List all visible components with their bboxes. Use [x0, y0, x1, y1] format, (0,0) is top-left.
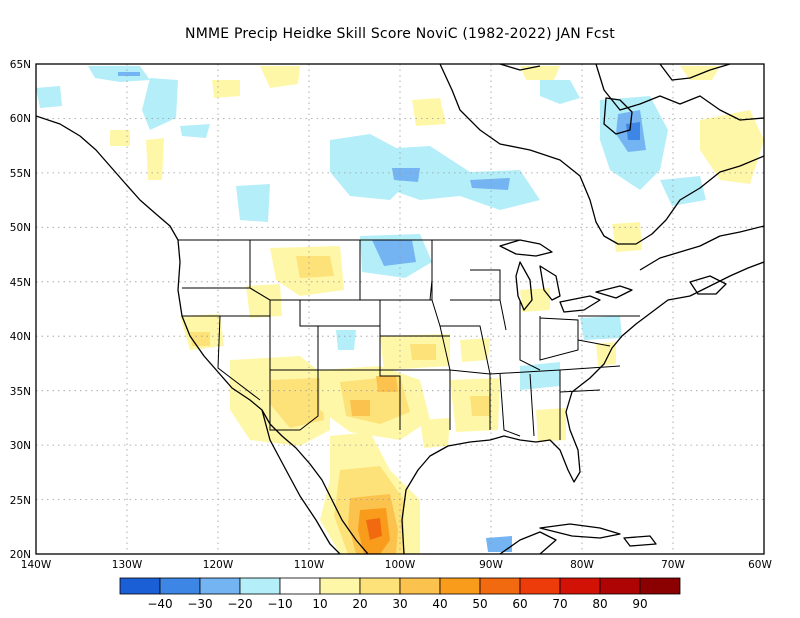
lon-labels: 140W 130W 120W 110W 100W 90W 80W 70W 60W [21, 559, 773, 571]
colorbar-swatch [439, 577, 481, 595]
colorbar-swatch [119, 577, 161, 595]
lon-label: 80W [570, 559, 594, 571]
lon-label: 110W [294, 559, 325, 571]
coastlines [36, 64, 764, 554]
state-borders [178, 239, 640, 440]
colorbar-swatch [479, 577, 521, 595]
lon-label: 70W [661, 559, 685, 571]
colorbar-swatch [319, 577, 361, 595]
colorbar-swatch [519, 577, 561, 595]
map-frame [35, 63, 765, 555]
lat-label: 30N [10, 440, 31, 452]
colorbar-label: 70 [552, 597, 567, 611]
colorbar-label: −20 [227, 597, 252, 611]
colorbar-label: 90 [632, 597, 647, 611]
colorbar-swatch [559, 577, 601, 595]
colorbar-swatch [239, 577, 281, 595]
lat-label: 40N [10, 331, 31, 343]
colorbar-label: 80 [592, 597, 607, 611]
lat-label: 65N [10, 59, 31, 71]
colorbar-swatch [199, 577, 241, 595]
lon-label: 60W [748, 559, 772, 571]
colorbar-swatch [639, 577, 681, 595]
colorbar-label: 10 [312, 597, 327, 611]
lon-label: 130W [112, 559, 143, 571]
lon-label: 90W [479, 559, 503, 571]
skill-shading [36, 66, 764, 554]
colorbar-label: 30 [392, 597, 407, 611]
colorbar-label: 60 [512, 597, 527, 611]
colorbar-label: −30 [187, 597, 212, 611]
colorbar [119, 577, 681, 595]
colorbar-swatch [599, 577, 641, 595]
colorbar-label: 20 [352, 597, 367, 611]
lat-label: 55N [10, 168, 31, 180]
colorbar-labels: −40 −30 −20 −10 10 20 30 40 50 60 70 80 … [147, 597, 647, 611]
lat-label: 35N [10, 386, 31, 398]
lat-label: 25N [10, 495, 31, 507]
lat-label: 20N [10, 549, 31, 561]
lon-label: 120W [203, 559, 234, 571]
colorbar-swatch [159, 577, 201, 595]
lat-label: 50N [10, 222, 31, 234]
colorbar-label: 50 [472, 597, 487, 611]
lon-label: 100W [385, 559, 416, 571]
map-title: NMME Precip Heidke Skill Score NoviC (19… [185, 26, 615, 42]
colorbar-swatch [359, 577, 401, 595]
colorbar-swatch [279, 577, 321, 595]
gridlines [36, 64, 764, 554]
colorbar-swatch [399, 577, 441, 595]
colorbar-label: −10 [267, 597, 292, 611]
lat-labels: 65N 60N 55N 50N 45N 40N 35N 30N 25N 20N [10, 59, 31, 561]
lat-label: 60N [10, 113, 31, 125]
lon-label: 140W [21, 559, 52, 571]
colorbar-label: −40 [147, 597, 172, 611]
colorbar-label: 40 [432, 597, 447, 611]
lat-label: 45N [10, 277, 31, 289]
